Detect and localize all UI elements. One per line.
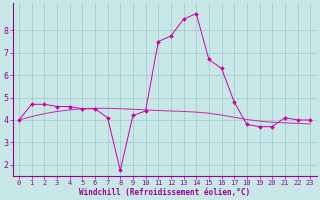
X-axis label: Windchill (Refroidissement éolien,°C): Windchill (Refroidissement éolien,°C)	[79, 188, 250, 197]
